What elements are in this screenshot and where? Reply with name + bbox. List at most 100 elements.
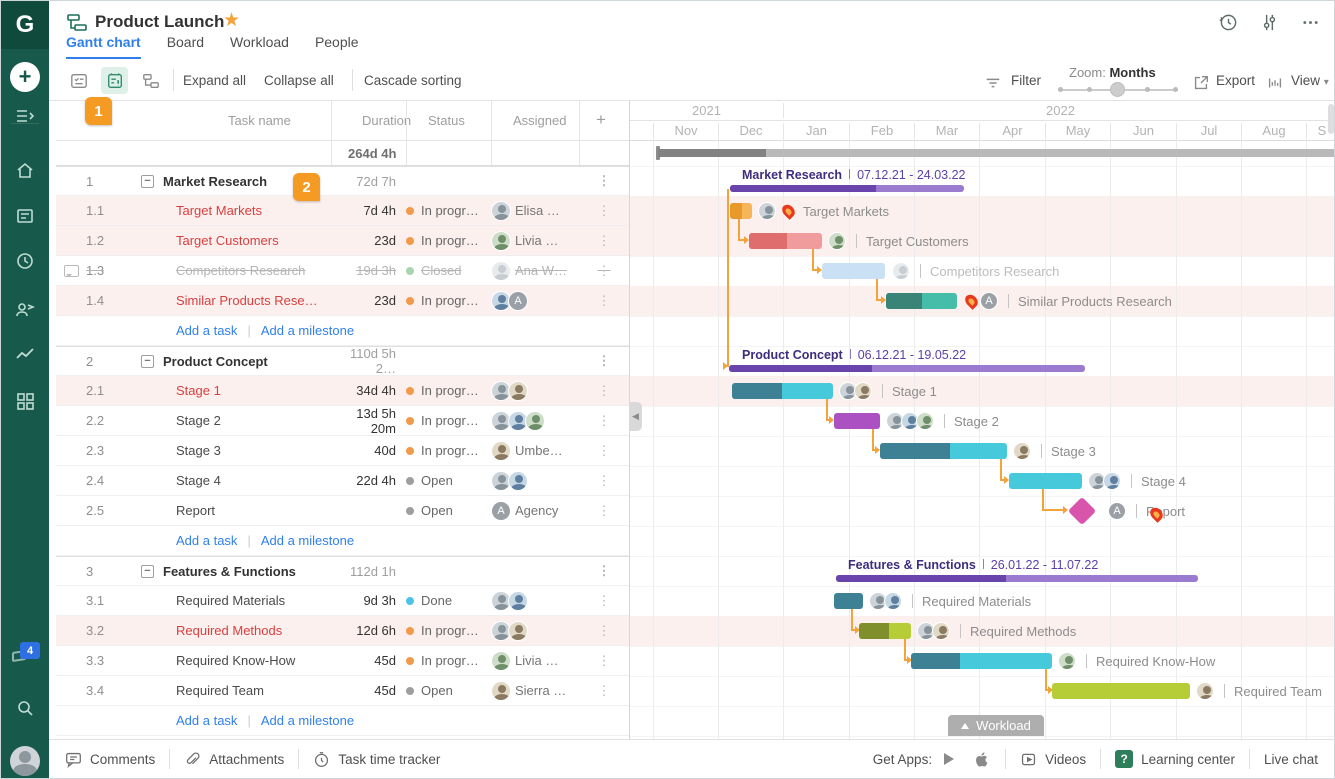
summary-bar[interactable]	[729, 365, 1085, 372]
column-task-name[interactable]: Task name	[228, 113, 291, 128]
gantt-bar-task[interactable]	[732, 383, 833, 399]
row-menu-icon[interactable]: ⋮	[597, 682, 611, 698]
user-avatar[interactable]	[10, 746, 40, 776]
attachments-button[interactable]: Attachments	[184, 751, 284, 768]
gantt-bar-task[interactable]	[911, 653, 1052, 669]
gantt-bar-task[interactable]	[834, 413, 880, 429]
table-row[interactable]: 3.2 Required Methods 12d 6h In progr… ⋮	[56, 616, 629, 646]
gantt-bar-task[interactable]	[1052, 683, 1190, 699]
table-row[interactable]: 3.3 Required Know-How 45d In progr… Livi…	[56, 646, 629, 676]
row-menu-icon[interactable]: ⋮	[597, 262, 611, 278]
table-row[interactable]: 2.3 Stage 3 40d In progr… Umbe… ⋮	[56, 436, 629, 466]
task-list-settings-icon[interactable]	[65, 67, 92, 94]
cascade-sorting-button[interactable]: Cascade sorting	[364, 73, 462, 88]
panel-splitter-handle[interactable]: ◀	[629, 402, 642, 431]
summary-bar[interactable]	[836, 575, 1198, 582]
gantt-bar-task[interactable]	[822, 263, 885, 279]
row-menu-icon[interactable]: ⋮	[597, 412, 611, 428]
collapse-all-button[interactable]: Collapse all	[264, 73, 334, 88]
gantt-bar-task[interactable]	[880, 443, 1007, 459]
row-menu-icon[interactable]: ⋮	[597, 563, 611, 578]
summary-bar[interactable]	[730, 185, 964, 192]
filter-icon[interactable]	[979, 69, 1006, 96]
add-milestone-link[interactable]: Add a milestone	[260, 713, 355, 728]
row-menu-icon[interactable]: ⋮	[597, 353, 611, 368]
task-time-tracker-button[interactable]: Task time tracker	[313, 751, 440, 768]
row-menu-icon[interactable]: ⋮	[597, 173, 611, 188]
comments-button[interactable]: Comments	[65, 751, 155, 768]
add-task-link[interactable]: Add a task	[176, 713, 238, 728]
learning-center-button[interactable]: ? Learning center	[1115, 750, 1235, 768]
zoom-slider-thumb[interactable]	[1110, 82, 1125, 97]
search-icon[interactable]	[15, 698, 35, 718]
tab-people[interactable]: People	[314, 34, 359, 50]
column-duration[interactable]: Duration	[362, 113, 412, 128]
table-row[interactable]: 3 − Features & Functions 112d 1h ⋮	[56, 556, 629, 586]
row-menu-icon[interactable]: ⋮	[597, 652, 611, 668]
row-menu-icon[interactable]: ⋮	[597, 202, 611, 218]
table-row[interactable]: 2 − Product Concept 110d 5h 2… ⋮	[56, 346, 629, 376]
collapse-toggle[interactable]: −	[141, 564, 154, 578]
column-assigned[interactable]: Assigned	[513, 113, 567, 128]
history-clock-icon[interactable]	[15, 251, 35, 271]
row-menu-icon[interactable]: ⋮	[597, 622, 611, 638]
table-row[interactable]: 1 − Market Research 72d 7h ⋮	[56, 166, 629, 196]
tab-board[interactable]: Board	[166, 34, 205, 50]
export-icon[interactable]	[1187, 69, 1214, 96]
projects-icon[interactable]	[15, 206, 35, 226]
gantt-bar-task[interactable]	[749, 233, 822, 249]
add-milestone-link[interactable]: Add a milestone	[260, 533, 355, 548]
row-menu-icon[interactable]: ⋮	[597, 502, 611, 518]
create-project-button[interactable]: +	[10, 62, 40, 92]
export-button[interactable]: Export	[1216, 73, 1256, 88]
row-menu-icon[interactable]: ⋮	[597, 382, 611, 398]
table-row[interactable]: 1.2 Target Customers 23d In progr… Livia…	[56, 226, 629, 256]
table-row[interactable]: 3.1 Required Materials 9d 3h Done ⋮	[56, 586, 629, 616]
gantt-bar-task[interactable]	[834, 593, 863, 609]
team-icon[interactable]	[15, 299, 35, 319]
filter-button[interactable]: Filter	[1011, 73, 1041, 88]
row-menu-icon[interactable]: ⋮	[597, 232, 611, 248]
live-chat-button[interactable]: Live chat	[1263, 751, 1318, 767]
collapse-toggle[interactable]: −	[141, 354, 154, 368]
workload-panel-button[interactable]: Workload	[948, 715, 1044, 736]
history-icon[interactable]	[1219, 13, 1238, 32]
row-menu-icon[interactable]: ⋮	[597, 592, 611, 608]
tab-gantt-chart[interactable]: Gantt chart	[66, 34, 141, 60]
hierarchy-icon[interactable]	[137, 67, 164, 94]
table-row[interactable]: 1.1 Target Markets 7d 4h In progr… Elisa…	[56, 196, 629, 226]
add-milestone-link[interactable]: Add a milestone	[260, 323, 355, 338]
zoom-slider[interactable]	[1058, 82, 1178, 97]
apple-icon[interactable]	[974, 751, 991, 768]
add-task-link[interactable]: Add a task	[176, 323, 238, 338]
collapse-toggle[interactable]: −	[141, 174, 154, 188]
app-logo[interactable]: G	[1, 1, 49, 49]
table-row[interactable]: 2.5 Report Open A Agency ⋮	[56, 496, 629, 526]
table-row[interactable]: 2.2 Stage 2 13d 5h 20m In progr… ⋮	[56, 406, 629, 436]
gantt-bar-task[interactable]	[730, 203, 752, 219]
table-row[interactable]: 2.1 Stage 1 34d 4h In progr… ⋮	[56, 376, 629, 406]
more-menu-icon[interactable]	[1301, 13, 1320, 32]
table-row[interactable]: 1.3 Competitors Research 19d 3h Closed A…	[56, 256, 629, 286]
apps-grid-icon[interactable]	[15, 391, 35, 411]
vertical-scrollbar[interactable]	[1328, 104, 1334, 134]
gantt-bar-task[interactable]	[1009, 473, 1082, 489]
expand-all-button[interactable]: Expand all	[183, 73, 247, 88]
baseline-icon[interactable]	[1261, 69, 1288, 96]
table-row[interactable]: 2.4 Stage 4 22d 4h Open ⋮	[56, 466, 629, 496]
menu-expand-icon[interactable]	[15, 106, 35, 126]
gantt-bar-task[interactable]	[859, 623, 911, 639]
videos-button[interactable]: Videos	[1020, 751, 1086, 768]
table-row[interactable]: 1.4 Similar Products Rese… 23d In progr……	[56, 286, 629, 316]
row-menu-icon[interactable]: ⋮	[597, 472, 611, 488]
reports-icon[interactable]	[15, 345, 35, 365]
settings-sliders-icon[interactable]	[1260, 13, 1279, 32]
google-play-icon[interactable]	[944, 753, 960, 765]
tab-workload[interactable]: Workload	[230, 34, 289, 50]
view-button[interactable]: View ▾	[1291, 73, 1329, 88]
gantt-bar-task[interactable]	[886, 293, 957, 309]
favorite-star-icon[interactable]: ★	[223, 10, 241, 31]
table-row[interactable]: 3.4 Required Team 45d Open Sierra … ⋮	[56, 676, 629, 706]
task-alerts-icon[interactable]	[101, 67, 128, 94]
row-menu-icon[interactable]: ⋮	[597, 442, 611, 458]
